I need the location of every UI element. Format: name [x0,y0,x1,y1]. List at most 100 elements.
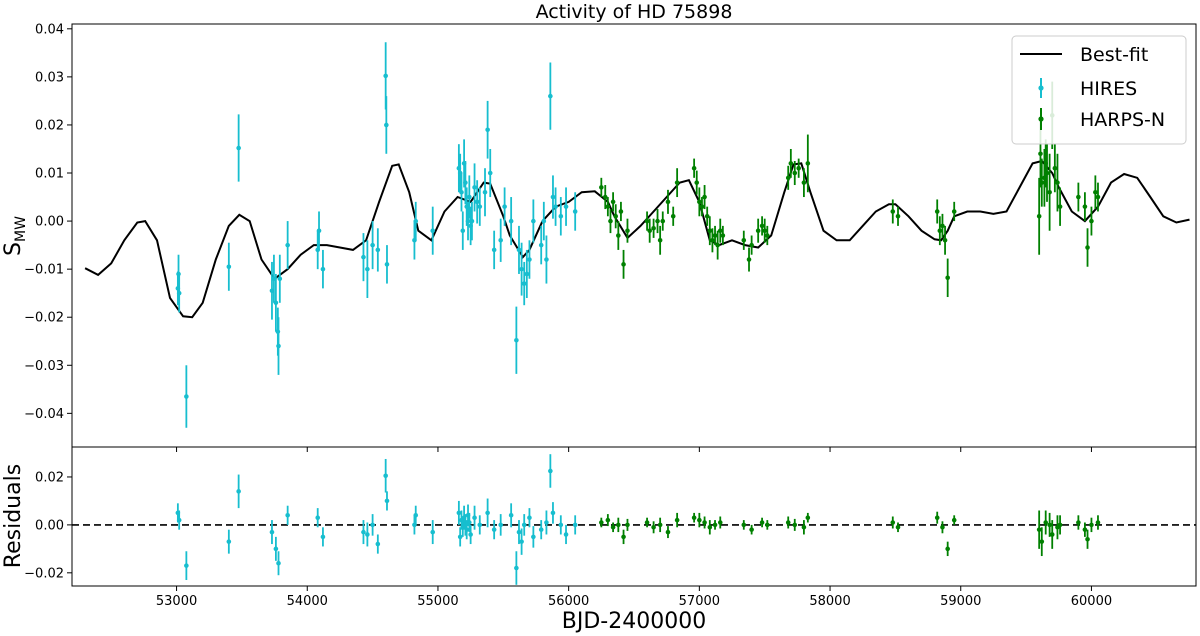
legend-label-best-fit: Best-fit [1080,44,1148,66]
residuals-hires-point [491,520,497,540]
main-harps-n-marker [707,228,713,233]
main-hires-point [498,218,503,262]
main-harps-n-marker [759,223,765,229]
residuals-hires-point [468,524,473,545]
main-harps-n-point [605,197,611,217]
main-hires-point [236,114,241,182]
main-harps-n-point [788,148,794,178]
residuals-hires-point [430,520,436,545]
main-y-axis-label: SMW [1,216,29,256]
residuals-harps-n-point [674,512,680,528]
residuals-hires-marker [544,520,549,525]
residuals-harps-n-marker [951,517,957,523]
main-harps-n-marker [1093,189,1098,195]
residuals-harps-n-point [749,524,754,535]
x-tick-label: 56000 [548,594,589,609]
main-hires-marker [276,343,281,349]
residuals-hires-point [519,528,524,555]
residuals-harps-n-marker [805,515,811,520]
main-hires-marker [361,254,366,260]
residuals-hires-marker [472,515,477,520]
residuals-hires-marker [514,565,519,571]
main-harps-n-point [699,197,705,217]
main-hires-marker [384,262,390,267]
residuals-harps-n-point [785,516,791,529]
residuals-hires-marker [384,498,390,504]
main-hires-marker [375,247,381,253]
residuals-hires-marker [430,529,436,535]
main-harps-n-point [644,211,650,231]
main-harps-n-point [665,189,671,214]
residuals-hires-marker [276,560,281,566]
residuals-hires-point [477,515,483,535]
main-harps-n-marker [937,228,943,233]
x-tick-label: 55000 [417,594,458,609]
main-harps-n-marker [801,180,807,185]
main-harps-n-point [1076,182,1081,212]
residuals-hires-marker [527,515,532,520]
main-harps-n-point [647,218,652,243]
main-hires-marker [572,209,578,214]
residuals-y-axis-label: Residuals [1,464,26,568]
main-harps-n-point [702,185,707,210]
main-harps-n-point [1036,177,1042,255]
legend: Best-fit HIRES HARPS-N [1011,35,1187,145]
main-hires-point [531,199,536,243]
main-harps-n-point [616,221,621,250]
residuals-hires-point [558,515,564,535]
main-harps-n-marker [712,233,718,238]
main-hires-point [430,206,436,255]
main-hires-point [472,163,477,212]
main-hires-marker [541,218,547,224]
main-harps-n-marker [605,204,611,209]
residuals-harps-n-point [712,520,718,530]
residuals-hires-marker [184,563,189,568]
legend-label-harps-n: HARPS-N [1080,109,1165,131]
main-harps-n-marker [1095,194,1101,200]
main-hires-marker [469,218,475,224]
residuals-hires-marker [413,513,419,518]
legend-harps-marker [1038,116,1044,122]
main-hires-point [361,233,366,282]
main-hires-point [273,273,279,332]
main-hires-marker [467,194,472,200]
main-hires-marker [558,213,564,219]
x-tick-label: 59000 [940,594,981,609]
main-hires-marker [413,218,419,224]
residuals-harps-n-marker [1043,520,1048,525]
legend-harps-swatch [1038,108,1044,130]
main-harps-n-point [951,201,957,222]
main-harps-n-marker [704,213,710,219]
residuals-hires-marker [315,515,321,520]
residuals-harps-n-marker [801,524,807,530]
main-harps-n-marker [1076,194,1081,200]
residuals-harps-n-marker [759,520,765,525]
main-hires-point [572,192,578,231]
main-harps-n-point [762,218,767,243]
residuals-harps-n-point [951,515,957,525]
residuals-y-tick-label: 0.00 [35,518,64,533]
residuals-y-tick-label: 0.02 [35,470,64,485]
main-harps-n-point [945,258,950,298]
main-hires-marker [430,228,436,233]
residuals-hires-point [514,551,519,585]
main-hires-marker [285,242,290,248]
main-harps-n-point [741,230,747,250]
main-y-tick-label: −0.04 [24,407,64,422]
residuals-hires-point [365,522,370,547]
x-tick-label: 58000 [809,594,850,609]
main-hires-marker [184,394,189,399]
residuals-harps-n-marker [657,522,663,528]
main-y-tick-label: 0.02 [35,118,64,133]
main-harps-n-point [937,216,943,246]
residuals-harps-n-marker [940,524,945,530]
main-hires-point [519,242,524,296]
residuals-hires-marker [375,541,381,547]
residuals-harps-n-point [805,512,811,523]
residuals-harps-n-point [665,526,671,539]
residuals-hires-marker [519,539,524,544]
main-hires-point [316,211,322,250]
residuals-harps-n-marker [1057,522,1063,528]
main-harps-n-marker [715,242,720,248]
main-hires-marker [521,281,527,286]
